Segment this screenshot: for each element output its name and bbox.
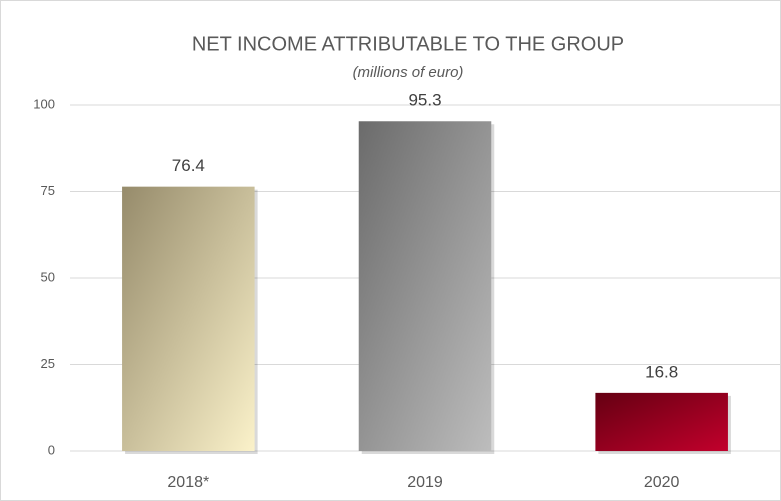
bar [358, 121, 492, 452]
y-tick-label: 100 [33, 96, 55, 111]
chart-subtitle: (millions of euro) [353, 64, 464, 81]
value-label: 76.4 [172, 156, 205, 175]
bar [595, 392, 728, 451]
y-tick-label: 25 [41, 356, 55, 371]
value-label: 95.3 [408, 91, 441, 110]
value-label: 16.8 [645, 362, 678, 381]
x-tick-label: 2019 [407, 474, 443, 491]
y-tick-label: 50 [41, 269, 55, 284]
x-tick-label: 2020 [644, 474, 680, 491]
bar [122, 186, 255, 451]
chart-title: NET INCOME ATTRIBUTABLE TO THE GROUP [192, 33, 624, 55]
y-tick-label: 0 [48, 442, 55, 457]
y-tick-label: 75 [41, 183, 55, 198]
x-tick-label: 2018* [167, 474, 209, 491]
